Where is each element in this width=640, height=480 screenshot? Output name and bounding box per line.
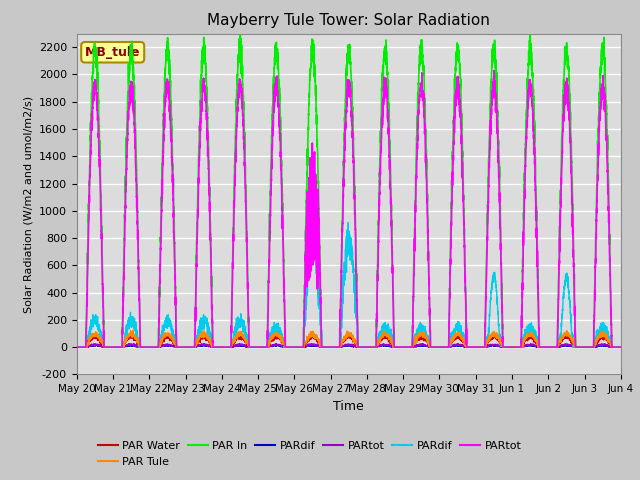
Legend: PAR Water, PAR Tule, PAR In, PARdif, PARtot, PARdif, PARtot: PAR Water, PAR Tule, PAR In, PARdif, PAR… — [93, 437, 526, 471]
Title: Mayberry Tule Tower: Solar Radiation: Mayberry Tule Tower: Solar Radiation — [207, 13, 490, 28]
X-axis label: Time: Time — [333, 400, 364, 413]
Y-axis label: Solar Radiation (W/m2 and umol/m2/s): Solar Radiation (W/m2 and umol/m2/s) — [23, 96, 33, 312]
Text: MB_tule: MB_tule — [85, 46, 140, 59]
